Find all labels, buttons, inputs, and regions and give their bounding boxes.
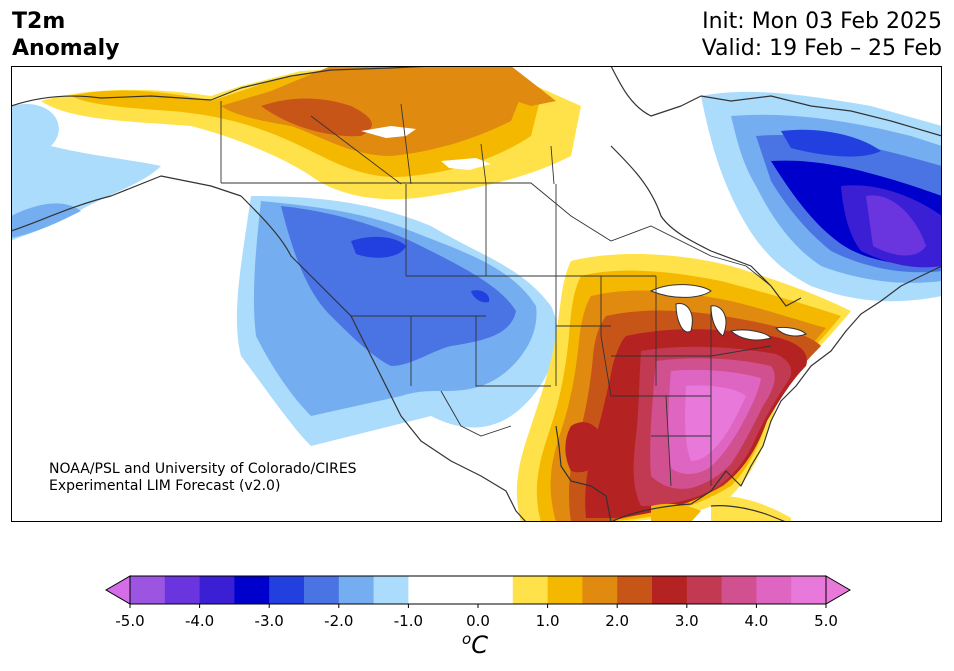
colorbar-segment: [199, 576, 235, 604]
colorbar-over-arrow: [825, 575, 851, 605]
colorbar-segment: [269, 576, 305, 604]
anomaly-region-west-medium-blue: [281, 206, 516, 366]
colorbar-segment: [617, 576, 653, 604]
colorbar-segment: [130, 576, 166, 604]
anomaly-region-arctic-red-orange: [261, 98, 372, 137]
colorbar-tick-label: 4.0: [744, 612, 769, 630]
colorbar-tick-label: 3.0: [674, 612, 699, 630]
anomaly-region-hudson-blue: [781, 129, 881, 157]
anomaly-region-cuba-gold: [651, 503, 701, 522]
colorbar-segment: [234, 576, 270, 604]
colorbar-segment: [756, 576, 792, 604]
forecast-dates: Init: Mon 03 Feb 2025 Valid: 19 Feb – 25…: [702, 8, 942, 62]
colorbar-tick-label: 1.0: [535, 612, 560, 630]
colorbar-tick-label: 0.0: [466, 612, 490, 630]
title-line-1: T2m: [12, 9, 66, 34]
anomaly-region-texas-dark-red: [565, 422, 606, 473]
colorbar-tick-label: -2.0: [324, 612, 354, 630]
colorbar-segment: [338, 576, 375, 604]
anomaly-region-arctic-orange: [221, 66, 521, 156]
great-lakes: [649, 284, 807, 341]
colorbar-tick-label: 5.0: [814, 612, 838, 630]
credit-line-1: NOAA/PSL and University of Colorado/CIRE…: [49, 461, 357, 477]
valid-range: Valid: 19 Feb – 25 Feb: [701, 36, 942, 61]
colorbar-segment: [721, 576, 757, 604]
anomaly-region-west-dark-blue: [351, 236, 406, 258]
credit-text: NOAA/PSL and University of Colorado/CIRE…: [49, 461, 357, 495]
anomaly-map: [11, 66, 942, 522]
colorbar-tick-label: 2.0: [605, 612, 630, 630]
colorbar-segment: [304, 576, 340, 604]
unit-superscript: o: [462, 630, 472, 648]
coastlines: [11, 66, 942, 522]
colorbar-segment: [547, 576, 583, 604]
title-line-2: Anomaly: [12, 36, 120, 61]
anomaly-region-labrador-purple: [866, 195, 926, 256]
anomaly-region-alaska-blue: [11, 203, 81, 238]
colorbar-unit: oC: [462, 630, 488, 659]
colorbar-tick-label: -4.0: [184, 612, 215, 630]
colorbar-segment: [164, 576, 201, 604]
colorbar-tick-label: -5.0: [115, 612, 145, 630]
colorbar-segment: [443, 576, 514, 604]
colorbar-tick-label: -3.0: [254, 612, 284, 630]
credit-line-2: Experimental LIM Forecast (v2.0): [49, 478, 281, 494]
colorbar-under-arrow: [105, 575, 131, 605]
anomaly-region-central-blue-spot: [471, 290, 490, 303]
map-title: T2m Anomaly: [12, 8, 119, 62]
colorbar: [105, 575, 851, 608]
anomaly-region-far-north-orange: [341, 66, 556, 106]
political-borders: [220, 101, 772, 487]
init-date: Init: Mon 03 Feb 2025: [702, 9, 942, 34]
anomaly-region-east-max-pink: [685, 385, 746, 461]
colorbar-segment: [686, 576, 723, 604]
unit-symbol: C: [471, 631, 488, 659]
colorbar-segment: [582, 576, 618, 604]
colorbar-segment: [652, 576, 688, 604]
ice-patch: [361, 126, 416, 138]
ice-patch: [441, 158, 491, 170]
map-frame: [11, 66, 942, 522]
colorbar-tick-label: -1.0: [393, 612, 424, 630]
colorbar-segment: [408, 576, 444, 604]
colorbar-segment: [373, 576, 409, 604]
colorbar-segment: [512, 576, 549, 604]
colorbar-segment: [791, 576, 827, 604]
